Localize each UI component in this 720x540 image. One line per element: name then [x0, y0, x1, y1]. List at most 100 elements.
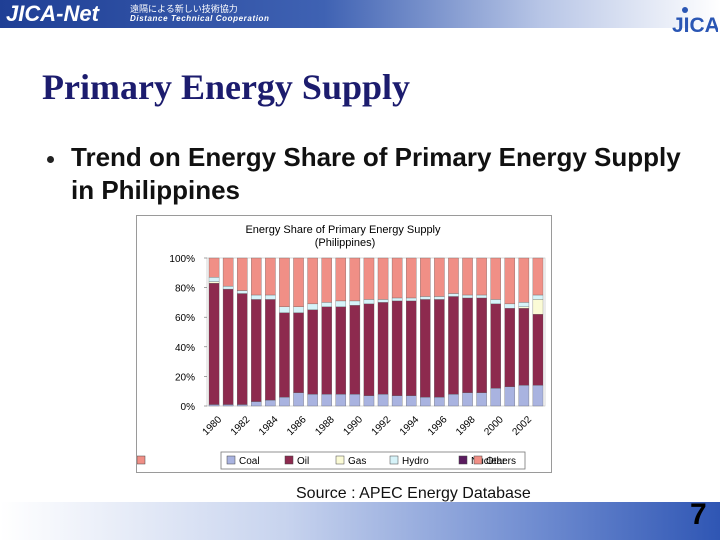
x-tick-label: 1986	[285, 414, 309, 438]
bar-hydro-1995	[420, 296, 431, 300]
bar-coal-1997	[448, 394, 459, 407]
bar-hydro-1992	[377, 299, 389, 303]
bar-oil-1987	[307, 309, 318, 395]
x-tick-label: 1996	[426, 414, 450, 438]
bar-oil-2002	[518, 308, 530, 386]
bar-oil-1983	[251, 299, 262, 402]
bar-coal-1985	[279, 396, 290, 407]
bar-oil-1981	[222, 288, 234, 405]
bar-oil-1984	[265, 299, 276, 401]
jica-logo-text: JICA	[672, 14, 718, 36]
bar-coal-1981	[222, 404, 234, 407]
bar-hydro-1984	[265, 294, 276, 300]
bar-gas-2003	[532, 299, 544, 315]
x-tick-label: 1992	[370, 414, 394, 438]
legend-swatch-others	[137, 455, 146, 465]
bar-others-1995	[420, 257, 431, 297]
legend-swatch-oil	[284, 455, 294, 465]
bar-others-1985	[279, 257, 290, 307]
bar-others-1990	[349, 257, 361, 302]
bar-hydro-2000	[490, 299, 501, 305]
legend-swatch-gas	[335, 455, 345, 465]
bar-coal-2001	[504, 386, 516, 407]
bar-coal-2000	[490, 388, 501, 407]
bar-oil-1995	[420, 299, 431, 398]
bar-coal-1984	[265, 399, 276, 407]
bar-others-1980	[208, 257, 220, 278]
bar-hydro-2003	[532, 294, 544, 300]
bar-hydro-1983	[251, 294, 262, 300]
bar-others-2001	[504, 257, 516, 305]
bar-oil-1994	[405, 300, 417, 396]
bar-coal-1998	[462, 392, 473, 407]
legend-box	[220, 451, 526, 470]
bar-hydro-1985	[279, 306, 290, 313]
legend-label-nuclear: Nuclear	[471, 456, 506, 467]
legend-swatch-others	[473, 455, 483, 465]
bar-oil-1985	[279, 312, 290, 398]
bar-others-2002	[518, 257, 530, 303]
bar-coal-1993	[391, 395, 403, 407]
x-tick-label: 2000	[482, 414, 506, 438]
footer-banner	[0, 502, 720, 540]
bar-coal-1996	[434, 396, 445, 407]
bar-oil-1997	[448, 296, 459, 395]
bar-hydro-1988	[321, 302, 332, 307]
bar-oil-2001	[504, 308, 516, 387]
x-tick-label: 1982	[229, 414, 253, 438]
bar-coal-2003	[532, 385, 544, 407]
y-tick-label: 0%	[181, 402, 196, 413]
bullet-text: Trend on Energy Share of Primary Energy …	[71, 142, 681, 205]
bar-others-1994	[405, 257, 417, 299]
bar-coal-1992	[377, 394, 389, 407]
bar-others-1983	[251, 257, 262, 296]
bar-others-1984	[265, 257, 276, 296]
bar-others-1982	[236, 257, 248, 291]
bar-others-1989	[335, 257, 347, 302]
bar-coal-1994	[405, 395, 417, 407]
bar-others-1981	[222, 257, 234, 287]
bar-hydro-1991	[363, 299, 375, 305]
x-tick-label: 2002	[510, 414, 534, 438]
legend-label-others: Others	[486, 456, 516, 467]
bar-oil-1990	[349, 305, 361, 395]
bar-hydro-1982	[236, 290, 248, 294]
bar-others-1991	[363, 257, 375, 300]
bar-others-1993	[391, 257, 403, 299]
bar-others-1992	[377, 257, 389, 300]
energy-share-chart: Energy Share of Primary Energy Supply (P…	[136, 215, 552, 473]
bar-hydro-2001	[504, 303, 516, 309]
chart-svg: Energy Share of Primary Energy Supply (P…	[137, 224, 546, 470]
bar-others-1986	[293, 257, 304, 307]
chart-title: Energy Share of Primary Energy Supply	[245, 224, 441, 236]
bar-others-1997	[448, 257, 459, 294]
plot-background	[206, 257, 546, 407]
bar-coal-1986	[293, 392, 304, 407]
bar-others-1998	[462, 257, 473, 296]
bar-coal-1983	[251, 401, 262, 407]
bar-oil-1996	[434, 299, 445, 398]
logo-japanese-text: 遠隔による新しい技術協力	[130, 5, 238, 15]
bar-oil-1982	[236, 293, 248, 405]
bar-hydro-1990	[349, 300, 361, 306]
bar-others-1999	[476, 257, 487, 296]
bar-oil-1988	[321, 306, 332, 395]
bar-others-1987	[307, 257, 318, 305]
x-tick-label: 1980	[201, 414, 225, 438]
bar-oil-1999	[476, 297, 487, 393]
bar-hydro-2002	[518, 302, 530, 307]
legend-swatch-nuclear	[458, 455, 468, 465]
bar-hydro-1987	[307, 303, 318, 310]
bar-hydro-1994	[405, 297, 417, 302]
bar-others-2000	[490, 257, 501, 300]
y-tick-label: 80%	[175, 284, 195, 295]
chart-subtitle: (Philippines)	[315, 237, 376, 249]
y-tick-label: 20%	[175, 372, 195, 383]
bar-gas-2002	[518, 306, 530, 309]
page-number: 7	[690, 498, 707, 531]
plot-area: 100%80%60%40%20%0%1980 1982 1984 1986 1988 19…	[169, 254, 546, 438]
bar-oil-1993	[391, 300, 403, 396]
bar-others-1988	[321, 257, 332, 303]
header-banner: JICA-Net 遠隔による新しい技術協力 Distance Technical…	[0, 0, 720, 28]
